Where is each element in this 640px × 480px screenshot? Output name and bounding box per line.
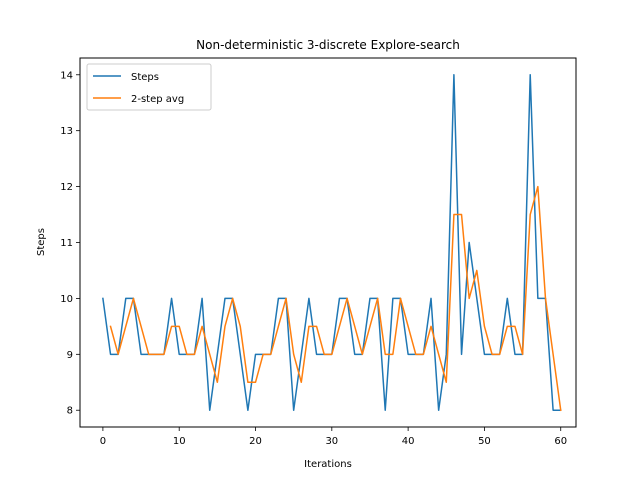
y-tick-label: 8	[67, 406, 73, 417]
x-axis: 0 10 20 30 40 50 60	[100, 427, 567, 447]
x-tick-label: 20	[249, 436, 262, 447]
legend-label-2-step-avg: 2-step avg	[131, 94, 184, 105]
x-tick-label: 10	[173, 436, 186, 447]
x-tick-label: 30	[325, 436, 338, 447]
legend-label-steps: Steps	[131, 72, 159, 83]
y-tick-label: 11	[60, 238, 73, 249]
series-line-2-step-avg	[109, 185, 562, 412]
y-tick-label: 9	[67, 350, 73, 361]
y-tick-label: 12	[60, 182, 73, 193]
x-axis-label: Iterations	[304, 459, 352, 470]
x-tick-label: 40	[402, 436, 415, 447]
y-axis-label: Steps	[36, 228, 47, 256]
y-tick-label: 10	[60, 294, 73, 305]
y-axis: 8 9 10 11 12 13 14	[60, 70, 80, 417]
y-tick-label: 13	[60, 126, 73, 137]
legend: Steps 2-step avg	[86, 63, 212, 111]
y-tick-label: 14	[60, 70, 73, 81]
x-tick-label: 60	[554, 436, 567, 447]
plot-area	[102, 74, 562, 412]
chart-title: Non-deterministic 3-discrete Explore-sea…	[196, 38, 460, 52]
x-tick-label: 50	[478, 436, 491, 447]
x-tick-label: 0	[100, 436, 106, 447]
